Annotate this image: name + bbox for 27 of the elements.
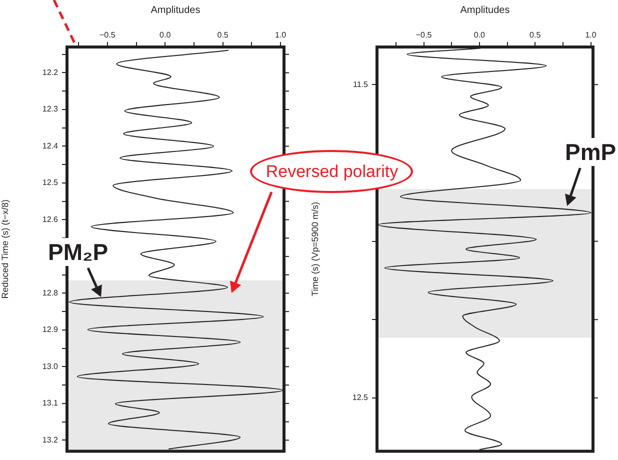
y-tick-label: 12.8: [42, 288, 59, 298]
x-axis-title: Amplitudes: [460, 4, 510, 16]
x-tick-label: 0.5: [530, 30, 542, 40]
x-tick-label: 1.0: [274, 30, 287, 40]
x-tick-label: −0.5: [100, 30, 116, 40]
x-tick-label: 0.0: [160, 30, 172, 40]
annotation: PmP: [563, 138, 618, 166]
annotation: Reversed polarity: [264, 161, 400, 183]
y-tick-label: 13.1: [42, 398, 59, 408]
y-tick-label: 12.6: [42, 214, 59, 224]
y-tick-label: 12.4: [42, 141, 59, 150]
y-tick-label: 12.2: [42, 68, 59, 77]
y-tick-label: 13.0: [42, 362, 59, 371]
y-axis-title: Time (s) (Vp=5900 m/s): [310, 202, 320, 296]
x-tick-label: −0.5: [416, 30, 432, 40]
y-tick-label: 13.2: [42, 435, 59, 444]
x-tick-label: 1.0: [585, 30, 597, 40]
y-tick-label: 12.3: [42, 104, 59, 114]
y-tick-label: 12.9: [42, 325, 59, 334]
annotation: PM₂P: [46, 238, 110, 266]
y-axis-title: Reduced Time (s) (t−x/8): [0, 199, 10, 299]
y-tick-label: 12.5: [352, 393, 369, 402]
y-tick-label: 11.5: [353, 80, 369, 89]
x-axis-title: Amplitudes: [150, 4, 200, 16]
y-tick-label: 12.5: [42, 178, 59, 188]
x-tick-label: 0.0: [474, 30, 486, 40]
x-tick-label: 0.5: [217, 30, 229, 40]
